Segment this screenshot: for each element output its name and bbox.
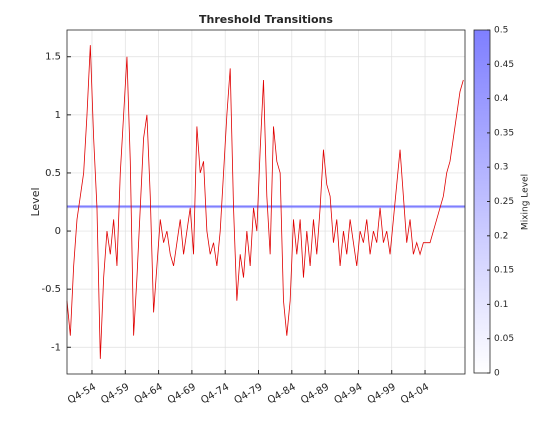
y-axis-label: Level xyxy=(29,187,42,216)
colorbar-tick-label: 0.5 xyxy=(494,26,508,36)
colorbar-tick-label: 0.3 xyxy=(494,163,508,173)
colorbar-tick-label: 0.2 xyxy=(494,231,508,241)
y-tick-label: -1 xyxy=(51,342,61,353)
colorbar-label: Mixing Level xyxy=(521,174,531,230)
y-tick-label: 1.5 xyxy=(45,52,61,63)
plot-area xyxy=(67,30,465,374)
data-line xyxy=(66,45,464,359)
colorbar-tick-label: 0.05 xyxy=(494,334,514,344)
colorbar-tick-label: 0.15 xyxy=(494,266,514,276)
colorbar-tick-label: 0.4 xyxy=(494,94,509,104)
y-tick-label: 0 xyxy=(55,226,61,237)
y-tick-label: -0.5 xyxy=(41,284,61,295)
colorbar-tick-label: 0.25 xyxy=(494,197,514,207)
colorbar-tick-label: 0.35 xyxy=(494,128,514,138)
y-tick-label: 0.5 xyxy=(45,168,61,179)
colorbar-tick-label: 0.1 xyxy=(494,300,508,310)
colorbar-tick-label: 0 xyxy=(494,369,500,379)
axes-box xyxy=(66,29,466,375)
colorbar-tick-label: 0.45 xyxy=(494,60,514,70)
y-tick-label: 1 xyxy=(55,110,61,121)
chart-title: Threshold Transitions xyxy=(199,13,333,26)
